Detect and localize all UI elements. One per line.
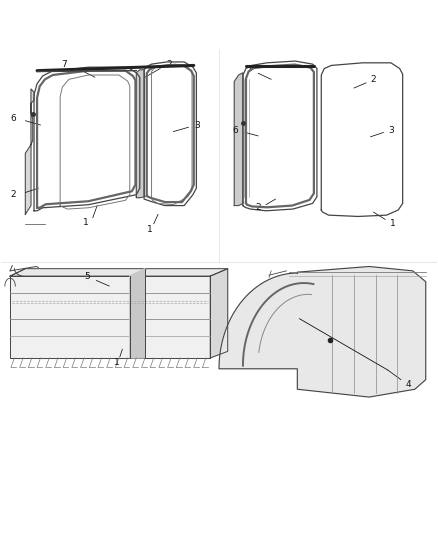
Text: 7: 7 — [246, 65, 251, 74]
Text: 2: 2 — [371, 75, 376, 84]
Text: 2: 2 — [11, 190, 16, 199]
Polygon shape — [130, 269, 145, 358]
Text: 7: 7 — [62, 60, 67, 69]
Text: 1: 1 — [114, 358, 120, 367]
Text: 1: 1 — [146, 225, 152, 234]
Text: 3: 3 — [194, 120, 200, 130]
Polygon shape — [136, 70, 144, 198]
Text: 2: 2 — [166, 60, 172, 69]
Text: 4: 4 — [406, 381, 411, 390]
Polygon shape — [210, 269, 228, 358]
Polygon shape — [10, 269, 228, 276]
Text: 6: 6 — [11, 114, 17, 123]
Polygon shape — [10, 276, 210, 358]
Text: 3: 3 — [388, 126, 394, 135]
Polygon shape — [25, 89, 34, 214]
Text: 1: 1 — [83, 219, 89, 228]
Text: 1: 1 — [390, 220, 396, 228]
Text: 5: 5 — [85, 272, 90, 281]
Text: 2: 2 — [255, 203, 261, 212]
Polygon shape — [234, 73, 243, 206]
Text: 6: 6 — [233, 126, 238, 135]
Polygon shape — [219, 266, 426, 397]
